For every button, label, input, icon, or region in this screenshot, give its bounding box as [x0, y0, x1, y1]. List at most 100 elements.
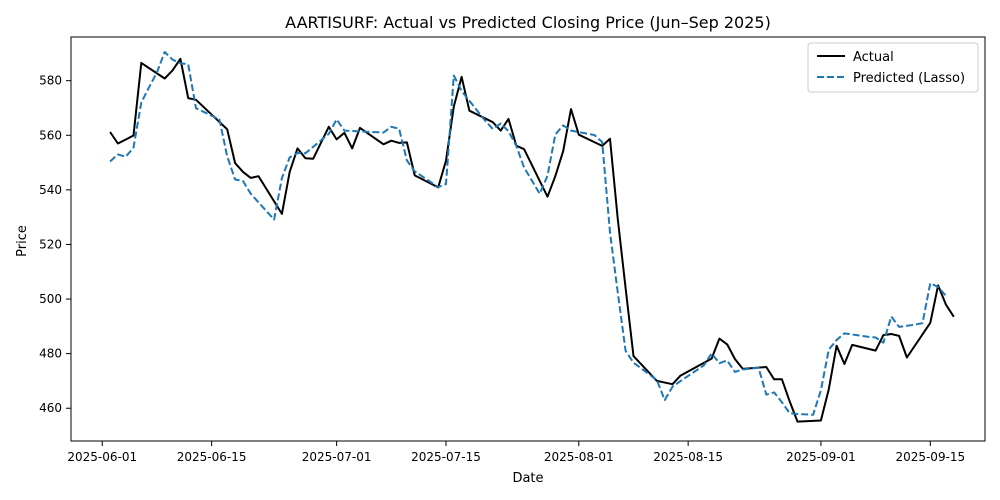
predicted-point	[195, 107, 197, 109]
x-tick-label: 2025-06-15	[177, 450, 247, 464]
predicted-point	[547, 175, 549, 177]
actual-point	[328, 126, 330, 128]
predicted-point	[601, 141, 603, 143]
actual-point	[140, 62, 142, 64]
predicted-point	[789, 412, 791, 414]
predicted-point	[187, 63, 189, 65]
predicted-point	[937, 286, 939, 288]
predicted-point	[414, 170, 416, 172]
predicted-point	[711, 352, 713, 354]
x-axis-label: Date	[512, 471, 543, 486]
predicted-point	[109, 161, 111, 163]
actual-point	[187, 97, 189, 99]
predicted-point	[508, 130, 510, 132]
predicted-point	[554, 134, 556, 136]
axis-ticks: 2025-06-01 2025-06-15 2025-07-01 2025-07-15…	[39, 74, 965, 464]
predicted-point	[328, 133, 330, 135]
predicted-point	[562, 124, 564, 126]
predicted-point	[398, 128, 400, 130]
predicted-point	[656, 379, 658, 381]
actual-point	[836, 345, 838, 347]
actual-point	[797, 421, 799, 423]
actual-point	[633, 355, 635, 357]
actual-point	[890, 333, 892, 335]
y-tick-label: 500	[39, 292, 62, 306]
predicted-point	[929, 282, 931, 284]
series-line-actual	[109, 57, 955, 423]
actual-point	[711, 358, 713, 360]
actual-point	[789, 400, 791, 402]
actual-point	[781, 378, 783, 380]
predicted-point	[273, 219, 275, 221]
predicted-point	[922, 322, 924, 324]
predicted-point	[539, 193, 541, 195]
predicted-point	[500, 123, 502, 125]
actual-point	[258, 175, 260, 177]
predicted-point	[461, 90, 463, 92]
predicted-point	[218, 118, 220, 120]
y-tick-label: 580	[39, 74, 62, 88]
actual-point	[336, 138, 338, 140]
predicted-point	[437, 186, 439, 188]
predicted-point	[492, 128, 494, 130]
predicted-point	[148, 86, 150, 88]
predicted-point	[242, 180, 244, 182]
x-tick-label: 2025-09-15	[895, 450, 965, 464]
actual-point	[625, 287, 627, 289]
predicted-point	[820, 389, 822, 391]
y-axis-label: Price	[15, 225, 30, 257]
x-tick-label: 2025-08-01	[544, 450, 614, 464]
actual-point	[242, 171, 244, 173]
y-tick-label: 480	[39, 347, 62, 361]
actual-point	[765, 366, 767, 368]
predicted-point	[945, 295, 947, 297]
predicted-point	[914, 324, 916, 326]
actual-point	[828, 388, 830, 390]
predicted-point	[484, 120, 486, 122]
actual-point	[570, 108, 572, 110]
actual-point	[773, 378, 775, 380]
actual-point	[843, 363, 845, 365]
actual-point	[601, 145, 603, 147]
actual-point	[562, 150, 564, 152]
predicted-point	[281, 177, 283, 179]
predicted-point	[726, 360, 728, 362]
predicted-point	[297, 152, 299, 154]
actual-point	[554, 175, 556, 177]
legend-box	[807, 42, 979, 93]
predicted-point	[758, 367, 760, 369]
actual-point	[164, 78, 166, 80]
predicted-point	[515, 145, 517, 147]
predicted-point	[609, 231, 611, 233]
actual-point	[461, 76, 463, 78]
actual-point	[312, 158, 314, 160]
actual-point	[250, 177, 252, 179]
actual-point	[289, 171, 291, 173]
predicted-point	[179, 62, 181, 64]
actual-point	[851, 344, 853, 346]
y-tick-label: 520	[39, 237, 62, 251]
predicted-point	[250, 193, 252, 195]
actual-point	[617, 218, 619, 220]
predicted-point	[156, 72, 158, 74]
actual-point	[359, 127, 361, 129]
predicted-point	[875, 337, 877, 339]
actual-point	[133, 135, 135, 137]
predicted-point	[625, 350, 627, 352]
x-tick-label: 2025-06-01	[67, 450, 137, 464]
predicted-point	[406, 159, 408, 161]
predicted-point	[633, 362, 635, 364]
actual-point	[351, 147, 353, 149]
predicted-point	[773, 391, 775, 393]
actual-point	[500, 130, 502, 132]
x-tick-label: 2025-08-15	[653, 450, 723, 464]
actual-point	[906, 357, 908, 359]
predicted-point	[359, 130, 361, 132]
actual-point	[414, 174, 416, 176]
x-tick-label: 2025-07-15	[411, 450, 481, 464]
actual-point	[929, 322, 931, 324]
actual-point	[179, 58, 181, 60]
actual-point	[304, 157, 306, 159]
actual-point	[508, 118, 510, 120]
